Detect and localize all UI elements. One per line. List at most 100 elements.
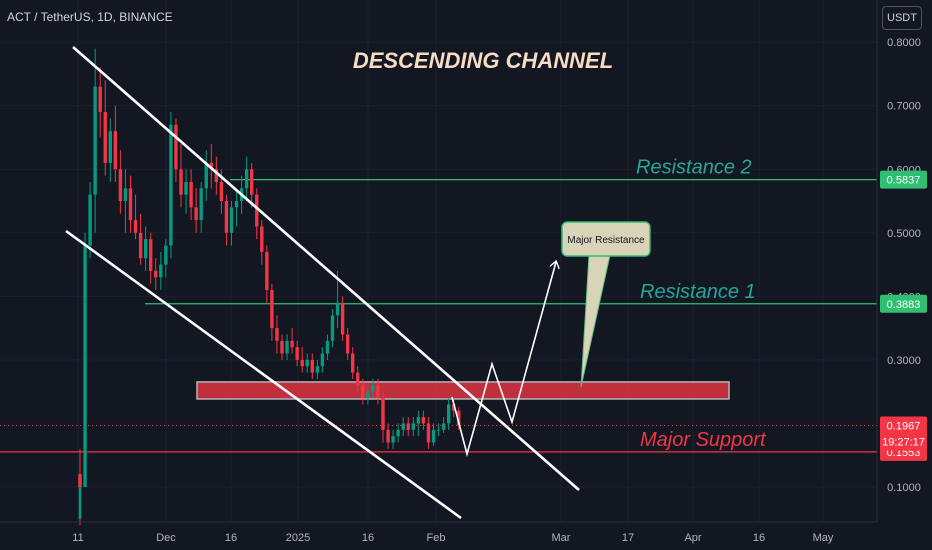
candle-body [376,385,380,399]
x-tick-label: Apr [684,532,701,544]
x-tick-label: 16 [362,532,374,544]
candle-body [260,226,264,252]
candle-body [275,328,279,341]
candle-body [436,429,441,431]
candle-body [219,181,224,202]
candle-body [457,410,461,426]
candle-body [310,359,314,373]
candle-body [401,423,405,430]
candle-body [270,289,274,329]
candle-body [93,86,97,195]
candle-body [209,162,213,170]
candle-body [113,131,118,170]
candle-body [199,188,203,221]
candle-body [452,404,456,411]
y-tick-label: 0.3000 [887,355,921,367]
candle-body [194,207,198,221]
current-price-tag: 0.1967 [887,421,921,433]
candle-body [315,366,320,373]
candle-body [421,417,426,424]
candle-body [98,86,102,113]
candle-body [265,251,269,290]
candle-body [290,340,294,348]
candle-body [189,181,193,208]
candle-body [154,270,158,278]
candle-body [159,264,163,278]
candle-body [325,340,330,354]
level-label: Resistance 2 [636,157,752,179]
price-tag-bg [880,170,927,189]
candle-body [118,169,123,202]
projection-layer [451,262,556,458]
x-tick-label: 17 [622,532,634,544]
candle-body [164,245,168,265]
x-tick-label: 11 [72,532,83,544]
y-tick-label: 0.7000 [887,101,921,113]
callout-pointer [580,254,611,388]
x-tick-label: May [813,532,834,544]
candle-body [441,423,446,430]
candle-body [330,315,335,341]
channel-upper-line [72,46,580,491]
candle-body [88,194,92,246]
resistance-zone-layer [196,381,730,400]
candle-body [371,385,375,392]
candle-body [250,169,254,195]
candle-body [446,404,451,424]
candle-body [340,302,345,335]
candle-body [204,162,208,189]
x-tick-label: Dec [156,532,176,544]
level-label: Major Support [640,429,767,451]
candle-body [285,340,289,354]
x-tick-label: Mar [552,532,571,544]
price-tag: 0.3883 [887,299,921,311]
candle-body [229,207,234,233]
candle-body [406,423,410,430]
candle-body [320,353,325,367]
candle-body [149,239,153,271]
candle-body [128,188,133,221]
candle-body [356,372,360,386]
candle-body [366,391,370,399]
candle-body [381,398,385,430]
x-tick-label: 2025 [286,532,310,544]
candle-body [143,239,148,259]
candle-body [83,245,87,487]
grid [0,0,877,522]
candle-body [305,359,309,367]
candle-body [234,201,239,208]
candle-body [295,347,299,360]
currency-button[interactable]: USDT [882,6,922,30]
candle-body [103,112,107,163]
candle-body [133,220,138,233]
candle-body [361,385,365,399]
candle-body [184,181,188,195]
x-tick-label: 16 [225,532,237,544]
candle-body [396,429,400,437]
callout-box [561,221,651,257]
projection-path [451,262,556,458]
candle-body [255,194,259,227]
candle-body [108,131,112,163]
callout-layer: Major Resistance [561,221,651,388]
chart-title: DESCENDING CHANNEL [353,48,613,73]
x-tick-label: 16 [753,532,765,544]
candle-body [78,474,82,487]
y-tick-label: 0.8000 [887,37,921,49]
channel-layer [65,46,580,520]
levels-layer: Resistance 2 Resistance 1 Major Support [0,157,877,453]
candle-body [386,429,390,443]
candle-body [431,429,436,443]
y-tick-label: 0.1000 [887,482,921,494]
price-tag: 0.5837 [887,175,921,187]
candle-body [391,436,395,443]
candle-body [335,302,340,316]
candle-body [244,169,249,189]
level-label: Resistance 1 [640,281,756,303]
candle-body [214,169,219,182]
candle-body [426,423,431,443]
candle-body [138,232,143,259]
current-price-tag-bg [880,416,927,451]
